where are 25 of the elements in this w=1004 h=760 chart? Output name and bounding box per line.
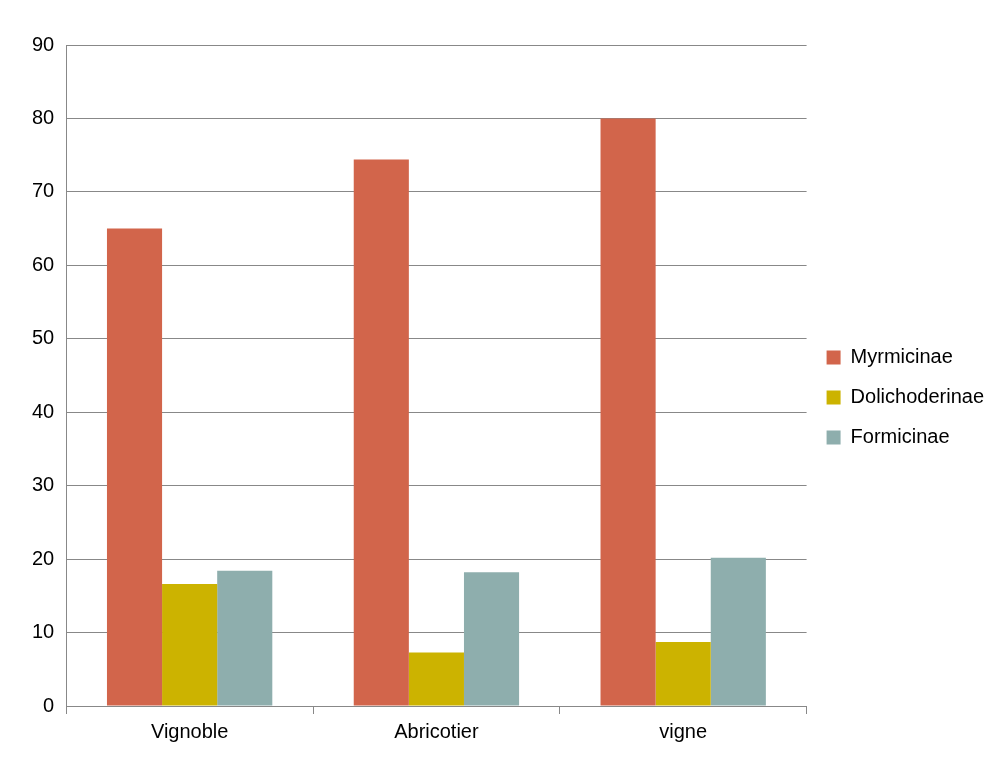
bar — [710, 557, 766, 706]
y-tick-label: 30 — [32, 473, 55, 496]
bar — [162, 584, 218, 706]
y-tick-label: 90 — [32, 32, 55, 55]
bar — [353, 159, 409, 706]
bar — [408, 652, 464, 706]
bar — [106, 228, 163, 706]
y-tick-label: 0 — [43, 693, 55, 716]
x-tick-label: Abricotier — [394, 719, 479, 742]
bar — [217, 570, 273, 706]
legend-label: Dolichoderinae — [850, 385, 984, 408]
y-tick-label: 50 — [32, 326, 55, 349]
bar — [655, 642, 711, 706]
y-tick-label: 80 — [32, 105, 55, 128]
legend-label: Formicinae — [850, 425, 950, 448]
y-tick-label: 40 — [32, 399, 55, 422]
legend-label: Myrmicinae — [850, 345, 953, 368]
x-tick-label: Vignoble — [150, 719, 229, 742]
y-tick-label: 10 — [32, 620, 55, 643]
x-tick-label: vigne — [659, 719, 708, 742]
bar — [600, 118, 656, 706]
y-tick-label: 70 — [32, 179, 55, 202]
bar — [463, 572, 520, 706]
y-tick-label: 60 — [32, 252, 55, 275]
y-tick-label: 20 — [32, 546, 55, 569]
